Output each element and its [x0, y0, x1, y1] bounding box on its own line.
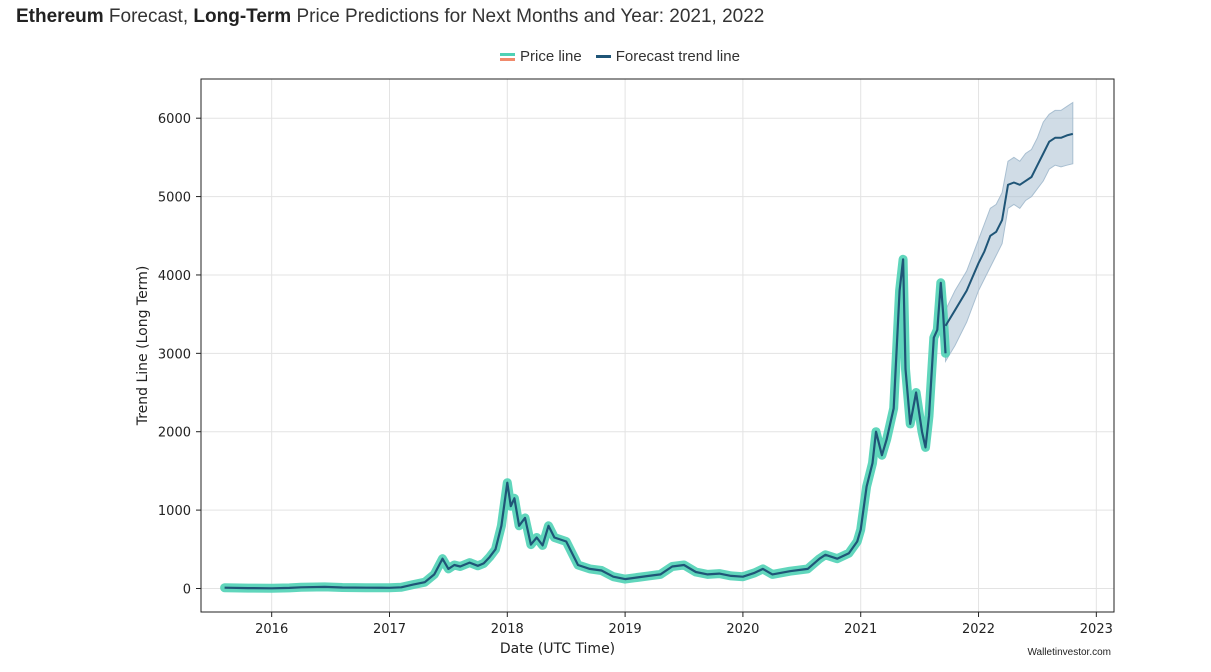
heading-part2: Price Predictions for Next Months and Ye…	[291, 6, 765, 27]
y-tick-label: 0	[183, 582, 191, 597]
forecast-trend-line	[944, 132, 1074, 327]
y-tick-label: 6000	[158, 112, 191, 127]
historical-trend-line	[224, 258, 947, 590]
chart-legend: Price line Forecast trend line	[500, 48, 740, 65]
y-tick-label: 1000	[158, 504, 191, 519]
legend-item-price[interactable]: Price line	[500, 48, 582, 65]
plot-area	[201, 79, 1114, 612]
credit-text: Walletinvestor.com	[1027, 647, 1111, 658]
x-tick-label: 2016	[255, 622, 288, 637]
heading-part1: Forecast,	[103, 6, 194, 27]
y-tick-label: 2000	[158, 426, 191, 441]
series-layer	[220, 101, 1074, 593]
x-tick-label: 2023	[1080, 622, 1113, 637]
legend-label-price: Price line	[520, 48, 582, 65]
x-tick-label: 2020	[726, 622, 759, 637]
legend-swatch-forecast	[595, 55, 611, 58]
legend-swatch-price	[500, 52, 515, 61]
x-tick-label: 2017	[373, 622, 406, 637]
x-tick-label: 2019	[609, 622, 642, 637]
y-tick-label: 3000	[158, 347, 191, 362]
x-tick-label: 2022	[962, 622, 995, 637]
x-tick-label: 2021	[844, 622, 877, 637]
heading-emphasis: Long-Term	[193, 6, 292, 27]
plot-border	[200, 78, 1115, 613]
forecast-confidence-band	[945, 101, 1074, 363]
y-axis-ticks: 0 1000 2000 3000 4000 5000 6000	[158, 112, 201, 597]
x-axis-ticks: 2016 2017 2018 2019 2020 2021 2022 2023	[255, 612, 1113, 637]
y-tick-label: 5000	[158, 191, 191, 206]
heading-coin: Ethereum	[16, 6, 104, 27]
page-heading: Ethereum Forecast, Long-Term Price Predi…	[16, 6, 764, 28]
legend-label-forecast: Forecast trend line	[615, 48, 740, 65]
x-tick-label: 2018	[491, 622, 524, 637]
y-tick-label: 4000	[158, 269, 191, 284]
y-axis-label: Trend Line (Long Term)	[135, 266, 151, 427]
legend-item-forecast[interactable]: Forecast trend line	[595, 48, 740, 65]
x-axis-label: Date (UTC Time)	[500, 641, 615, 657]
